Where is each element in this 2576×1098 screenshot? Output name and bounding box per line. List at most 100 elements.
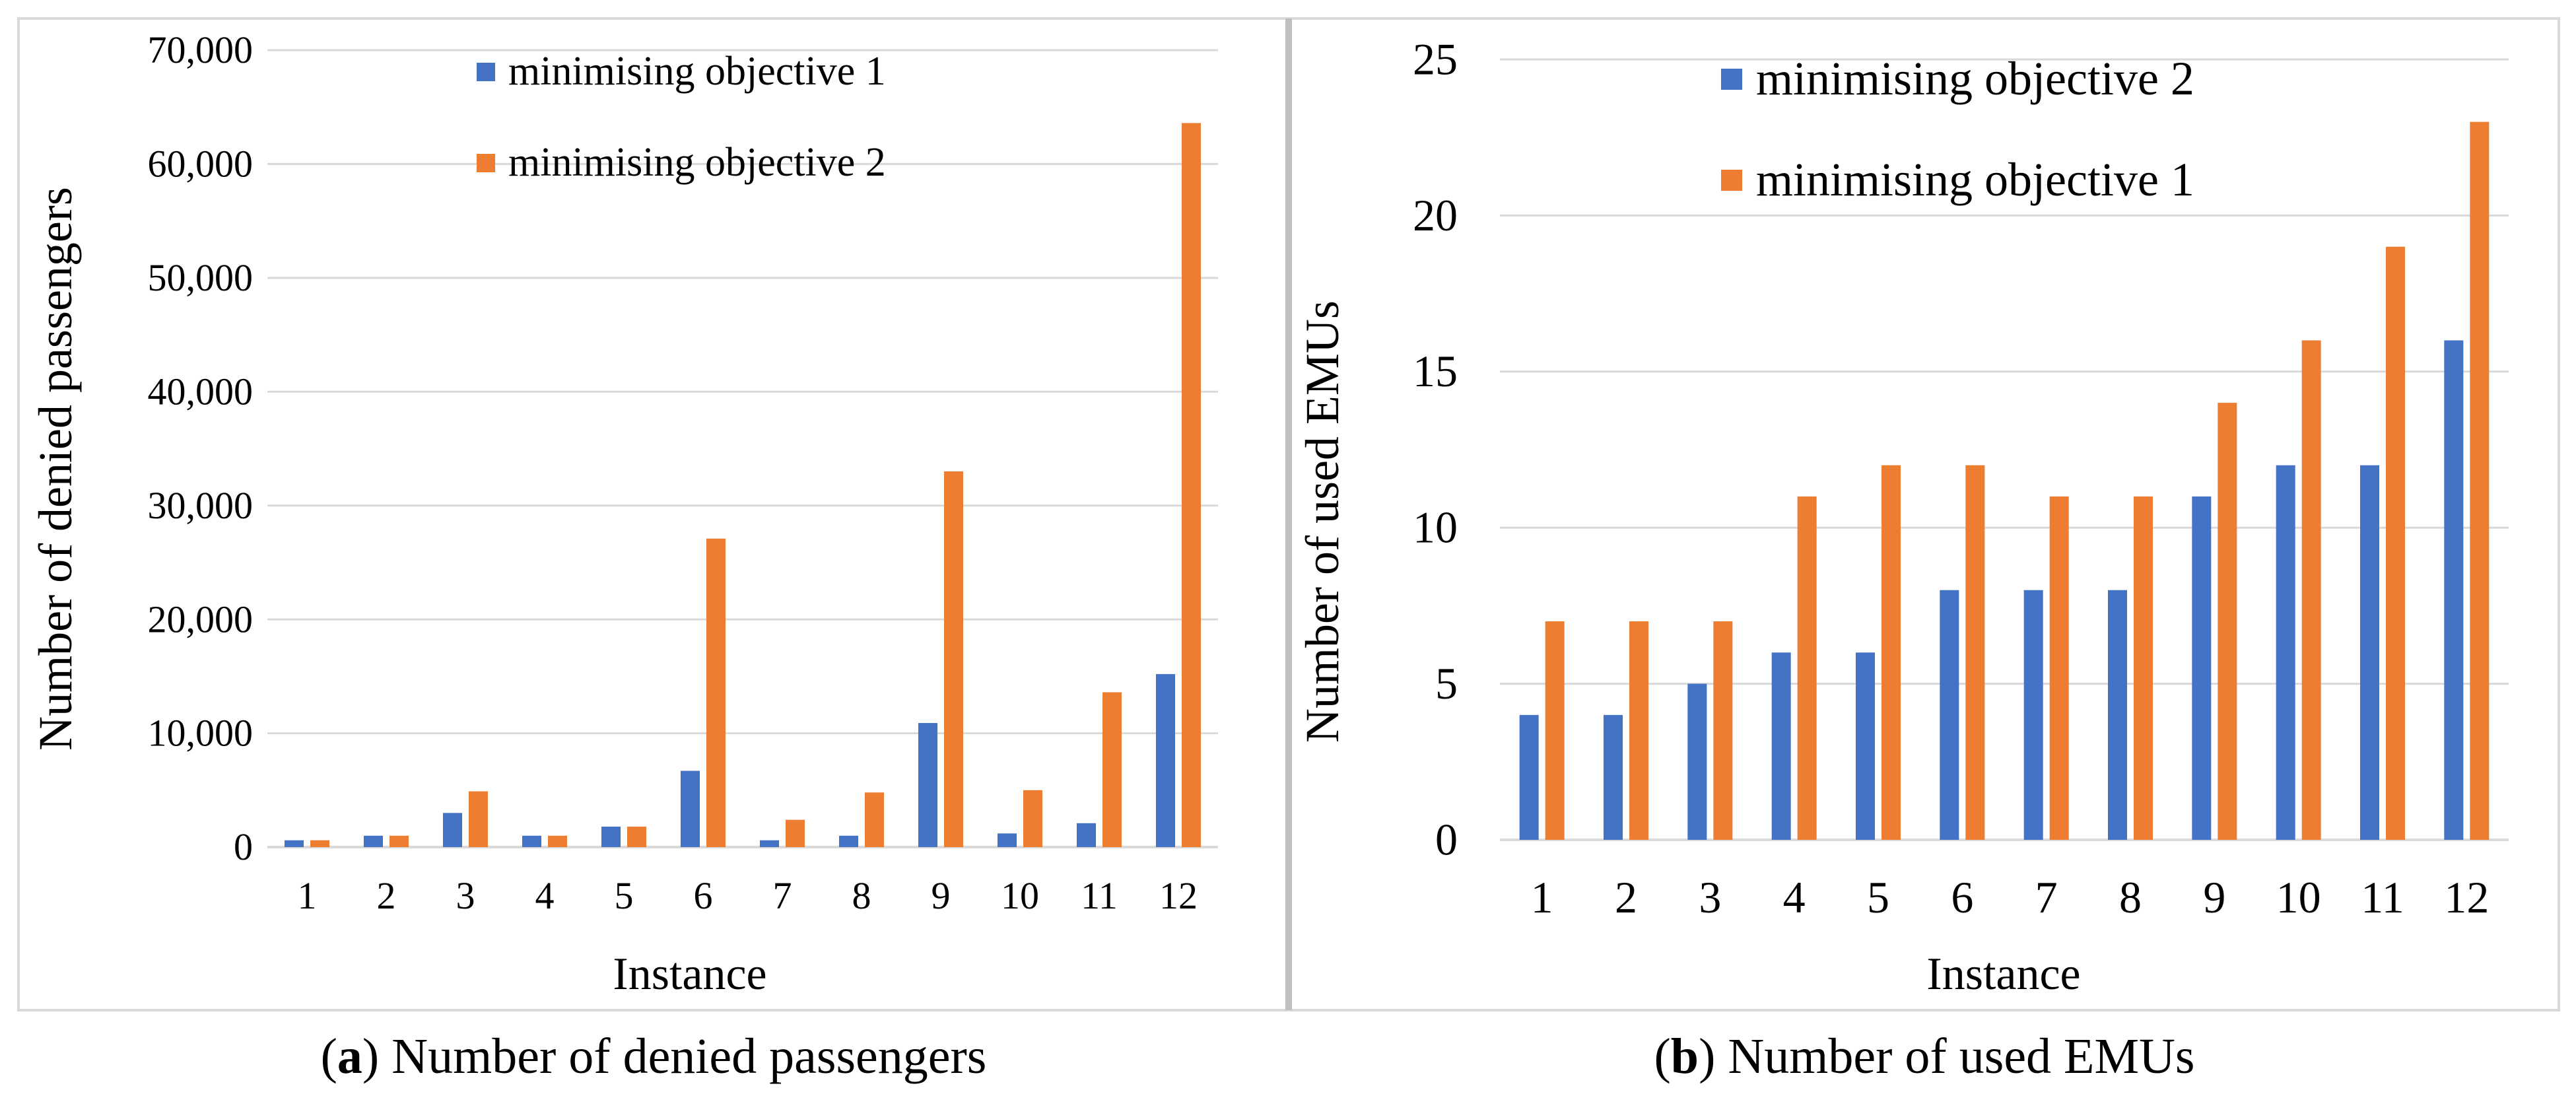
bar-series1-instance-10 [998, 833, 1017, 847]
bar-series1-instance-4 [522, 835, 541, 847]
x-tick-label: 6 [1951, 872, 1973, 922]
bar-series1-instance-7 [2023, 590, 2043, 840]
x-tick-label: 9 [2203, 872, 2225, 922]
chart-a-legend-swatch-1 [477, 63, 495, 81]
bar-series2-instance-6 [1965, 465, 1985, 840]
x-tick-label: 12 [2444, 872, 2489, 922]
caption-a: (a) Number of denied passengers [321, 1029, 987, 1084]
y-tick-label: 0 [234, 825, 253, 868]
y-tick-label: 20,000 [148, 598, 254, 640]
bar-series2-instance-11 [2386, 246, 2405, 840]
bar-series1-instance-3 [1687, 683, 1707, 840]
x-tick-label: 2 [1615, 872, 1637, 922]
x-tick-label: 9 [932, 874, 951, 917]
chart-b-gridlines [1500, 58, 2509, 841]
bar-series1-instance-4 [1771, 652, 1791, 840]
bar-series2-instance-3 [1713, 621, 1733, 840]
bar-series1-instance-9 [918, 723, 937, 847]
x-tick-label: 4 [1783, 872, 1806, 922]
chart-a-x-tick-labels: 1 2 3 4 5 6 7 8 9 10 11 12 [298, 874, 1198, 917]
y-tick-label: 20 [1413, 190, 1458, 240]
y-tick-label: 10 [1413, 502, 1458, 553]
bar-series2-instance-7 [786, 819, 805, 847]
x-tick-label: 3 [456, 874, 475, 917]
bar-series2-instance-1 [310, 840, 329, 847]
bar-series1-instance-3 [443, 813, 462, 847]
chart-a-bars [285, 123, 1201, 848]
bar-series2-instance-9 [2218, 403, 2237, 840]
bar-series1-instance-10 [2276, 465, 2295, 840]
x-tick-label: 7 [773, 874, 792, 917]
bar-series2-instance-2 [390, 835, 409, 847]
bar-series2-instance-12 [1182, 123, 1201, 848]
bar-series1-instance-7 [760, 840, 779, 847]
y-tick-label: 15 [1413, 346, 1458, 396]
bar-series2-instance-8 [865, 792, 884, 847]
x-tick-label: 7 [2035, 872, 2058, 922]
y-tick-label: 60,000 [148, 143, 254, 186]
x-tick-label: 10 [2276, 872, 2321, 922]
y-tick-label: 0 [1435, 814, 1458, 864]
bar-series1-instance-2 [364, 835, 383, 847]
caption-b: (b) Number of used EMUs [1654, 1029, 2194, 1084]
chart-a-y-tick-labels: 0 10,000 20,000 30,000 40,000 50,000 60,000 70,… [148, 28, 254, 868]
y-tick-label: 30,000 [148, 484, 254, 527]
bar-series2-instance-2 [1629, 621, 1648, 840]
bar-series1-instance-1 [1519, 714, 1539, 840]
x-tick-label: 3 [1699, 872, 1721, 922]
chart-b-legend-swatch-1 [1721, 69, 1742, 90]
bar-series2-instance-12 [2470, 121, 2490, 840]
bar-series2-instance-10 [2301, 340, 2321, 840]
x-tick-label: 11 [1081, 874, 1118, 917]
x-tick-label: 1 [298, 874, 317, 917]
caption-a-letter: a [337, 1029, 362, 1084]
bar-series2-instance-4 [548, 835, 567, 847]
bar-series2-instance-4 [1797, 496, 1817, 840]
chart-b-legend-label-2: minimising objective 1 [1756, 153, 2194, 206]
chart-b-x-tick-labels: 1 2 3 4 5 6 7 8 9 10 11 12 [1531, 872, 2490, 922]
chart-a-gridlines [267, 49, 1218, 848]
chart-a-legend-label-1: minimising objective 1 [508, 49, 886, 94]
chart-a: 0 10,000 20,000 30,000 40,000 50,000 60,000 70,… [29, 28, 1218, 1000]
bar-series1-instance-12 [2444, 340, 2464, 840]
chart-b-legend-label-1: minimising objective 2 [1756, 52, 2194, 105]
bar-series2-instance-10 [1023, 790, 1042, 847]
chart-b-legend-swatch-2 [1721, 170, 1742, 191]
bar-series1-instance-1 [285, 840, 304, 847]
bar-series2-instance-3 [469, 791, 488, 847]
chart-a-legend-label-2: minimising objective 2 [508, 140, 886, 185]
bar-series1-instance-6 [1940, 590, 1959, 840]
y-tick-label: 50,000 [148, 256, 254, 299]
chart-a-legend-swatch-2 [477, 154, 495, 172]
x-tick-label: 11 [2361, 872, 2404, 922]
y-tick-label: 5 [1435, 658, 1458, 708]
bar-series1-instance-6 [681, 771, 700, 847]
x-tick-label: 8 [852, 874, 871, 917]
x-tick-label: 2 [377, 874, 396, 917]
chart-a-legend: minimising objective 1 minimising object… [477, 49, 886, 185]
bar-series2-instance-5 [627, 826, 646, 847]
x-tick-label: 10 [1001, 874, 1039, 917]
y-tick-label: 70,000 [148, 28, 254, 71]
chart-b-x-axis-label: Instance [1926, 949, 2080, 1000]
x-tick-label: 4 [535, 874, 555, 917]
bar-series2-instance-6 [706, 538, 726, 847]
x-tick-label: 1 [1531, 872, 1553, 922]
bar-series2-instance-9 [944, 471, 963, 847]
y-tick-label: 25 [1413, 34, 1458, 84]
x-tick-label: 8 [2119, 872, 2142, 922]
bar-series1-instance-8 [2108, 590, 2127, 840]
chart-b-y-axis-label: Number of used EMUs [1296, 300, 1349, 743]
bar-series2-instance-5 [1881, 465, 1901, 840]
chart-a-y-axis-label: Number of denied passengers [29, 187, 82, 751]
bar-series2-instance-1 [1545, 621, 1565, 840]
chart-b-legend: minimising objective 2 minimising object… [1721, 52, 2194, 206]
caption-b-text: Number of used EMUs [1715, 1029, 2194, 1084]
bar-series2-instance-7 [2049, 496, 2069, 840]
x-tick-label: 5 [615, 874, 634, 917]
bar-series1-instance-9 [2192, 496, 2212, 840]
bar-series1-instance-5 [1856, 652, 1875, 840]
bar-series1-instance-11 [2360, 465, 2379, 840]
